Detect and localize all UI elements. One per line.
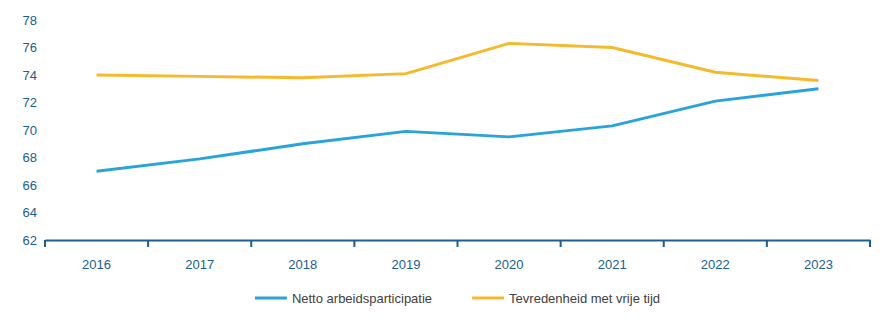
- x-tick-label: 2018: [288, 257, 317, 272]
- x-boundary-tick: [560, 240, 562, 247]
- y-tick: 62: [23, 233, 45, 248]
- x-boundary-tick: [250, 240, 252, 247]
- y-axis: 62 64 66 68 70 72 74 76 78: [23, 13, 46, 248]
- y-tick-label: 62: [23, 233, 37, 248]
- y-tick: 74: [23, 68, 45, 83]
- y-tick-label: 68: [23, 150, 37, 165]
- x-tick: 2022: [701, 240, 730, 272]
- x-tick: 2021: [598, 240, 627, 272]
- x-tick: 2017: [185, 240, 214, 272]
- y-tick-label: 70: [23, 123, 37, 138]
- x-boundary-tick: [766, 240, 768, 247]
- chart: 6264666870727476782016201720182019202020…: [0, 0, 892, 327]
- y-tick: 78: [23, 13, 45, 28]
- y-tick-label: 76: [23, 40, 37, 55]
- y-tick-label: 72: [23, 95, 37, 110]
- y-tick: 72: [23, 95, 45, 110]
- x-tick: 2020: [495, 240, 524, 272]
- y-tick-label: 66: [23, 178, 37, 193]
- x-tick: 2023: [804, 240, 833, 272]
- y-tick: 64: [23, 205, 45, 220]
- x-tick: 2019: [391, 240, 420, 272]
- x-tick: 2018: [288, 240, 317, 272]
- legend-swatch: [255, 297, 287, 300]
- series-line: [97, 89, 819, 172]
- x-tick: 2016: [82, 240, 111, 272]
- x-boundary-tick: [147, 240, 149, 247]
- legend-label: Tevredenheid met vrije tijd: [509, 291, 660, 306]
- plot-area: [97, 43, 819, 171]
- legend-label: Netto arbeidsparticipatie: [292, 291, 432, 306]
- y-tick-label: 64: [23, 205, 37, 220]
- x-boundary-ticks: [45, 240, 870, 247]
- x-tick-label: 2016: [82, 257, 111, 272]
- y-axis-line: [45, 21, 46, 241]
- x-tick-label: 2023: [804, 257, 833, 272]
- legend-item: Tevredenheid met vrije tijd: [472, 291, 660, 306]
- legend-swatch: [472, 297, 504, 300]
- x-boundary-tick: [457, 240, 459, 247]
- y-tick: 76: [23, 40, 45, 55]
- y-tick: 66: [23, 178, 45, 193]
- y-tick: 70: [23, 123, 45, 138]
- x-tick-label: 2019: [391, 257, 420, 272]
- x-boundary-tick: [353, 240, 355, 247]
- legend: Netto arbeidsparticipatie Tevredenheid me…: [255, 291, 660, 306]
- x-axis: 2016 2017 2018 2019 2020 2021 2022 2023: [46, 240, 871, 272]
- x-boundary-tick: [44, 240, 46, 247]
- x-tick-label: 2022: [701, 257, 730, 272]
- x-tick-label: 2020: [495, 257, 524, 272]
- x-tick-label: 2017: [185, 257, 214, 272]
- legend-item: Netto arbeidsparticipatie: [255, 291, 432, 306]
- x-tick-label: 2021: [598, 257, 627, 272]
- x-boundary-tick: [869, 240, 871, 247]
- y-tick-label: 74: [23, 68, 37, 83]
- y-tick-label: 78: [23, 13, 37, 28]
- x-boundary-tick: [663, 240, 665, 247]
- series-line: [97, 43, 819, 80]
- y-tick: 68: [23, 150, 45, 165]
